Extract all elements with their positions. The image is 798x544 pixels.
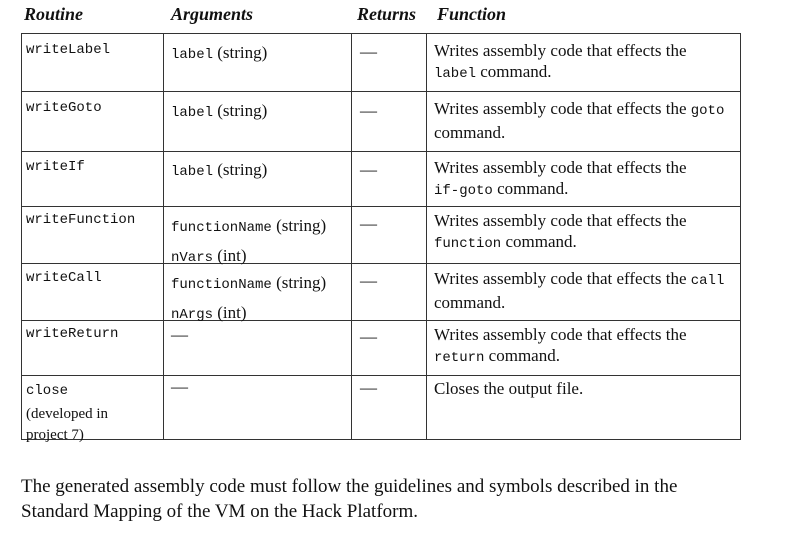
row-divider xyxy=(22,263,740,264)
function-text: command. xyxy=(476,62,552,81)
function-text: command. xyxy=(492,179,569,198)
column-divider xyxy=(426,34,427,439)
arguments-cell: label (string) xyxy=(171,159,267,183)
routine-note: project 7) xyxy=(26,427,84,443)
function-text: Writes assembly code that effects the xyxy=(434,325,687,344)
returns-value: — xyxy=(360,160,377,179)
routine-name: writeReturn xyxy=(26,326,119,342)
function-text: command. xyxy=(434,123,506,142)
arguments-cell: functionName (string) nVars (int) xyxy=(171,212,326,272)
function-text: Writes assembly code that effects the xyxy=(434,158,687,177)
arg-type: (int) xyxy=(213,303,247,322)
function-description: Writes assembly code that effects the la… xyxy=(434,40,739,85)
function-text: Writes assembly code that effects the xyxy=(434,211,687,230)
arguments-cell: functionName (string) nArgs (int) xyxy=(171,269,326,329)
paragraph-line: The generated assembly code must follow … xyxy=(21,476,678,497)
routine-name: close xyxy=(26,383,69,399)
returns-value: — xyxy=(360,42,377,61)
arg-name: nArgs xyxy=(171,307,214,323)
row-divider xyxy=(22,151,740,152)
arg-type: (string) xyxy=(213,160,268,179)
function-description: Writes assembly code that effects the go… xyxy=(434,98,739,143)
function-description: Writes assembly code that effects the re… xyxy=(434,324,739,369)
row-divider xyxy=(22,91,740,92)
header-arguments: Arguments xyxy=(171,4,254,24)
function-code: if-goto xyxy=(434,183,493,199)
arg-type: (int) xyxy=(213,246,247,265)
function-text: Writes assembly code that effects the xyxy=(434,99,691,118)
arg-type: (string) xyxy=(213,43,268,62)
arg-type: (string) xyxy=(213,101,268,120)
arguments-cell: label (string) xyxy=(171,100,267,124)
column-divider xyxy=(351,34,352,439)
row-divider xyxy=(22,320,740,321)
function-text: command. xyxy=(434,293,506,312)
arg-name: nVars xyxy=(171,250,214,266)
api-table: writeLabel label (string) — Writes assem… xyxy=(21,33,741,443)
arg-type: (string) xyxy=(271,273,327,292)
function-text: command. xyxy=(501,232,577,251)
row-divider xyxy=(22,206,740,207)
routine-name: writeGoto xyxy=(26,100,102,116)
returns-value: — xyxy=(360,378,377,397)
function-text: command. xyxy=(484,346,560,365)
column-divider xyxy=(163,34,164,439)
header-returns: Returns xyxy=(357,4,417,24)
function-text: Closes the output file. xyxy=(434,379,584,398)
function-code: call xyxy=(690,273,725,289)
paragraph-line: Standard Mapping of the VM on the Hack P… xyxy=(21,501,418,522)
function-code: goto xyxy=(690,103,725,119)
header-function: Function xyxy=(437,4,507,24)
arg-name: functionName xyxy=(171,220,272,236)
function-code: label xyxy=(434,66,477,82)
routine-cell: close (developed in project 7) xyxy=(26,378,108,444)
arguments-cell: label (string) xyxy=(171,42,267,66)
body-paragraph: The generated assembly code must follow … xyxy=(21,474,791,524)
routine-name: writeLabel xyxy=(26,42,111,58)
function-code: return xyxy=(434,350,485,366)
function-text: Writes assembly code that effects the xyxy=(434,269,691,288)
row-divider xyxy=(22,375,740,376)
function-code: function xyxy=(434,236,502,252)
arguments-value: — xyxy=(171,325,188,344)
arg-name: functionName xyxy=(171,277,272,293)
function-text: Writes assembly code that effects the xyxy=(434,41,687,60)
arg-name: label xyxy=(171,105,214,121)
header-routine: Routine xyxy=(24,4,84,24)
routine-name: writeIf xyxy=(26,159,85,175)
arg-name: label xyxy=(171,164,214,180)
function-description: Writes assembly code that effects the fu… xyxy=(434,210,739,255)
returns-value: — xyxy=(360,214,377,233)
arguments-value: — xyxy=(171,377,188,396)
function-description: Closes the output file. xyxy=(434,378,739,399)
returns-value: — xyxy=(360,271,377,290)
returns-value: — xyxy=(360,327,377,346)
routine-name: writeCall xyxy=(26,270,102,286)
returns-value: — xyxy=(360,101,377,120)
arg-name: label xyxy=(171,47,214,63)
arg-type: (string) xyxy=(271,216,327,235)
routine-note: (developed in xyxy=(26,406,109,422)
routine-name: writeFunction xyxy=(26,212,136,228)
function-description: Writes assembly code that effects the ca… xyxy=(434,268,739,313)
function-description: Writes assembly code that effects the if… xyxy=(434,157,739,202)
